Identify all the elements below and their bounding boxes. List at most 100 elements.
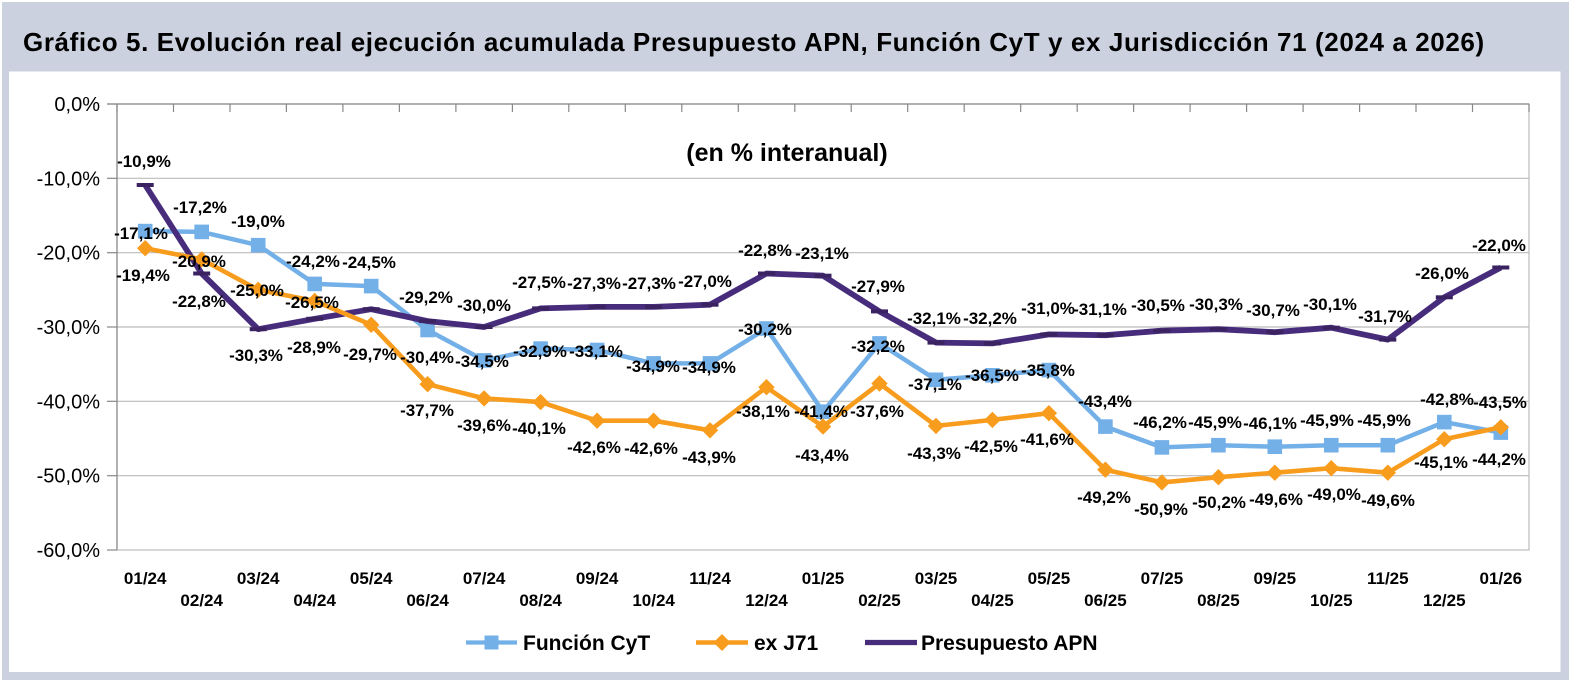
- svg-text:-19,0%: -19,0%: [231, 212, 285, 231]
- svg-text:-50,9%: -50,9%: [1134, 500, 1188, 519]
- svg-text:-23,1%: -23,1%: [795, 244, 849, 263]
- svg-text:-42,6%: -42,6%: [567, 438, 621, 457]
- svg-text:07/25: 07/25: [1141, 569, 1184, 588]
- svg-text:08/25: 08/25: [1197, 591, 1240, 610]
- svg-text:-17,2%: -17,2%: [173, 198, 227, 217]
- svg-text:-34,5%: -34,5%: [455, 352, 509, 371]
- svg-text:-60,0%: -60,0%: [37, 540, 101, 562]
- svg-text:-22,8%: -22,8%: [738, 241, 792, 260]
- svg-text:09/24: 09/24: [576, 569, 619, 588]
- svg-text:-24,5%: -24,5%: [342, 253, 396, 272]
- svg-text:05/24: 05/24: [350, 569, 393, 588]
- svg-text:-27,0%: -27,0%: [678, 272, 732, 291]
- svg-text:-44,2%: -44,2%: [1472, 450, 1526, 469]
- svg-text:-30,5%: -30,5%: [1131, 296, 1185, 315]
- svg-text:-50,0%: -50,0%: [37, 466, 101, 488]
- svg-text:-31,0%: -31,0%: [1021, 299, 1075, 318]
- svg-text:-30,2%: -30,2%: [738, 320, 792, 339]
- svg-text:-37,1%: -37,1%: [908, 375, 962, 394]
- svg-text:-40,0%: -40,0%: [37, 391, 101, 413]
- svg-text:03/24: 03/24: [237, 569, 280, 588]
- svg-text:-32,1%: -32,1%: [907, 309, 961, 328]
- svg-text:-24,2%: -24,2%: [286, 252, 340, 271]
- svg-text:04/25: 04/25: [971, 591, 1014, 610]
- svg-text:07/24: 07/24: [463, 569, 506, 588]
- svg-text:-41,4%: -41,4%: [794, 402, 848, 421]
- svg-text:-46,1%: -46,1%: [1243, 414, 1297, 433]
- svg-text:-19,4%: -19,4%: [116, 266, 170, 285]
- svg-text:-27,5%: -27,5%: [512, 273, 566, 292]
- svg-text:11/25: 11/25: [1367, 569, 1409, 588]
- svg-text:-17,1%: -17,1%: [114, 224, 168, 243]
- svg-text:01/24: 01/24: [124, 569, 167, 588]
- svg-text:02/24: 02/24: [180, 591, 223, 610]
- svg-text:06/24: 06/24: [406, 591, 449, 610]
- svg-text:03/25: 03/25: [915, 569, 958, 588]
- svg-text:-30,4%: -30,4%: [400, 348, 454, 367]
- svg-text:-42,8%: -42,8%: [1420, 390, 1474, 409]
- svg-text:01/25: 01/25: [802, 569, 845, 588]
- svg-text:-36,5%: -36,5%: [965, 366, 1019, 385]
- svg-text:-39,6%: -39,6%: [457, 416, 511, 435]
- svg-text:-10,0%: -10,0%: [37, 168, 101, 190]
- svg-text:ex J71: ex J71: [754, 632, 819, 655]
- svg-text:-30,3%: -30,3%: [229, 346, 283, 365]
- svg-text:-43,5%: -43,5%: [1473, 393, 1527, 412]
- svg-text:-43,4%: -43,4%: [795, 446, 849, 465]
- svg-text:09/25: 09/25: [1254, 569, 1297, 588]
- svg-text:-30,3%: -30,3%: [1189, 295, 1243, 314]
- svg-text:-32,2%: -32,2%: [963, 309, 1017, 328]
- svg-text:Función CyT: Función CyT: [523, 632, 650, 655]
- svg-text:-33,1%: -33,1%: [569, 342, 623, 361]
- svg-text:-49,0%: -49,0%: [1307, 485, 1361, 504]
- svg-text:10/25: 10/25: [1310, 591, 1353, 610]
- svg-text:-43,9%: -43,9%: [682, 448, 736, 467]
- svg-text:-35,8%: -35,8%: [1021, 361, 1075, 380]
- svg-text:-26,0%: -26,0%: [1415, 264, 1469, 283]
- svg-text:-38,1%: -38,1%: [736, 402, 790, 421]
- svg-text:(en % interanual): (en % interanual): [686, 139, 887, 167]
- svg-text:-20,0%: -20,0%: [37, 243, 101, 265]
- svg-text:-10,9%: -10,9%: [117, 152, 171, 171]
- svg-text:-45,1%: -45,1%: [1414, 453, 1468, 472]
- svg-text:-45,9%: -45,9%: [1188, 413, 1242, 432]
- svg-text:-27,9%: -27,9%: [851, 277, 905, 296]
- svg-text:-49,6%: -49,6%: [1249, 490, 1303, 509]
- svg-text:-32,9%: -32,9%: [513, 342, 567, 361]
- svg-text:-49,2%: -49,2%: [1077, 488, 1131, 507]
- svg-text:-45,9%: -45,9%: [1357, 411, 1411, 430]
- svg-text:-41,6%: -41,6%: [1020, 430, 1074, 449]
- svg-text:-45,9%: -45,9%: [1300, 411, 1354, 430]
- svg-text:12/24: 12/24: [745, 591, 788, 610]
- svg-text:-37,6%: -37,6%: [850, 402, 904, 421]
- svg-text:-34,9%: -34,9%: [626, 357, 680, 376]
- svg-text:-22,0%: -22,0%: [1472, 236, 1526, 255]
- svg-text:-42,5%: -42,5%: [964, 437, 1018, 456]
- svg-text:04/24: 04/24: [293, 591, 336, 610]
- svg-text:-22,8%: -22,8%: [172, 292, 226, 311]
- svg-text:-29,2%: -29,2%: [399, 288, 453, 307]
- svg-text:08/24: 08/24: [519, 591, 562, 610]
- svg-text:-27,3%: -27,3%: [567, 274, 621, 293]
- svg-text:-30,7%: -30,7%: [1246, 301, 1300, 320]
- svg-text:-50,2%: -50,2%: [1192, 493, 1246, 512]
- svg-text:06/25: 06/25: [1084, 591, 1127, 610]
- svg-text:-30,0%: -30,0%: [457, 296, 511, 315]
- svg-text:-28,9%: -28,9%: [287, 338, 341, 357]
- svg-text:-20,9%: -20,9%: [172, 252, 226, 271]
- svg-text:-42,6%: -42,6%: [624, 439, 678, 458]
- svg-text:-32,2%: -32,2%: [851, 337, 905, 356]
- svg-text:-34,9%: -34,9%: [682, 358, 736, 377]
- svg-text:-26,5%: -26,5%: [285, 293, 339, 312]
- svg-text:10/24: 10/24: [632, 591, 675, 610]
- svg-text:-30,1%: -30,1%: [1303, 295, 1357, 314]
- svg-text:-30,0%: -30,0%: [37, 317, 101, 339]
- svg-text:05/25: 05/25: [1028, 569, 1071, 588]
- svg-text:-29,7%: -29,7%: [343, 345, 397, 364]
- svg-text:01/26: 01/26: [1480, 569, 1523, 588]
- svg-text:Gráfico 5. Evolución real ejec: Gráfico 5. Evolución real ejecución acum…: [23, 27, 1485, 57]
- svg-text:-43,4%: -43,4%: [1078, 392, 1132, 411]
- svg-text:-46,2%: -46,2%: [1133, 413, 1187, 432]
- svg-text:12/25: 12/25: [1423, 591, 1466, 610]
- svg-text:-49,6%: -49,6%: [1361, 491, 1415, 510]
